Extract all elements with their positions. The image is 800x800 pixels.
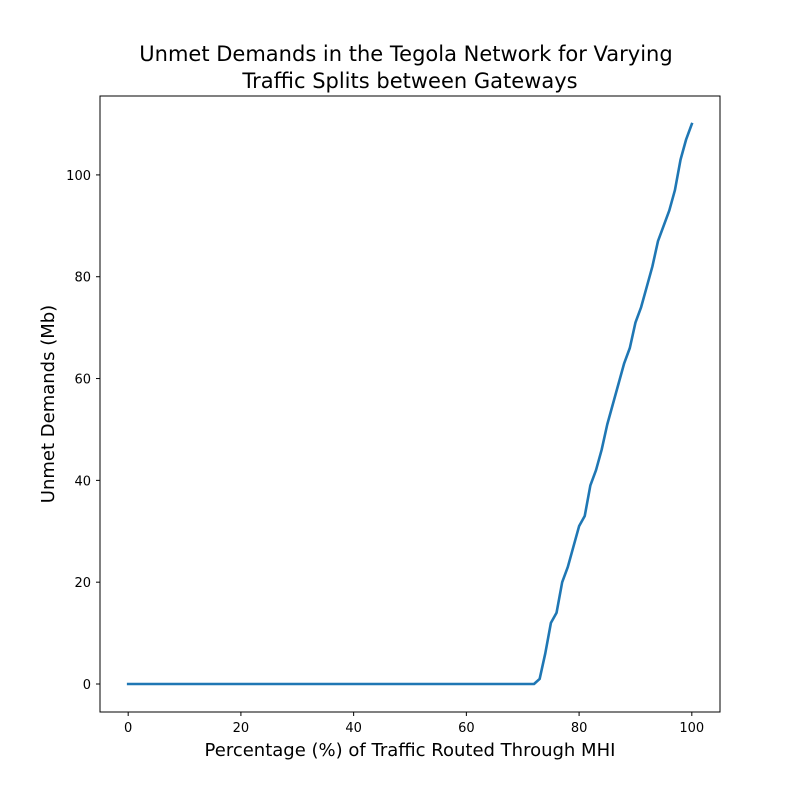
- x-axis-ticks: 0 20 40 60 80 100: [124, 712, 704, 736]
- y-tick-label: 20: [74, 576, 91, 591]
- series-line-0: [126, 122, 694, 686]
- x-tick-label: 0: [124, 721, 132, 736]
- y-tick-label: 0: [83, 678, 91, 693]
- x-tick-label: 20: [233, 721, 250, 736]
- y-tick-label: 100: [66, 169, 91, 184]
- x-axis-label: Percentage (%) of Traffic Routed Through…: [205, 740, 616, 761]
- y-axis-label: Unmet Demands (Mb): [38, 305, 59, 503]
- y-tick-label: 40: [74, 474, 91, 489]
- chart-title-line-2: Traffic Splits between Gateways: [241, 69, 577, 93]
- y-tick-label: 80: [74, 271, 91, 286]
- x-tick-label: 60: [458, 721, 475, 736]
- plot-frame: [99, 95, 721, 713]
- x-tick-label: 100: [679, 721, 704, 736]
- x-tick-label: 80: [571, 721, 588, 736]
- chart-title-line-1: Unmet Demands in the Tegola Network for …: [139, 42, 672, 66]
- y-axis-ticks: 0 20 40 60 80 100: [66, 169, 100, 693]
- y-tick-label: 60: [74, 373, 91, 388]
- plot-area: [99, 95, 721, 713]
- x-tick-label: 40: [345, 721, 362, 736]
